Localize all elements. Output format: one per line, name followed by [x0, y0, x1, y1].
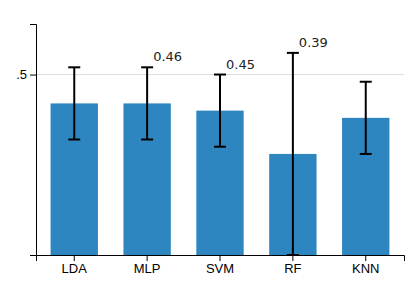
annotations: 0.46 0.45 0.39: [153, 35, 328, 72]
error-bar-cap: [287, 52, 299, 54]
error-bar-cap: [360, 153, 372, 155]
x-tick: SVM: [206, 255, 234, 276]
grid-line: [36, 74, 404, 75]
y-tick-label: .5: [16, 67, 27, 82]
plot: .5 LDA MLP SVM RF KNN 0.46 0.45 0.39: [16, 25, 404, 277]
chart: .5 LDA MLP SVM RF KNN 0.46 0.45 0.39: [0, 0, 420, 285]
y-axis-line: [30, 25, 37, 256]
error-bar: [360, 82, 372, 154]
error-bar-cap: [360, 81, 372, 83]
error-bar-cap: [141, 66, 153, 68]
x-tick-label: RF: [284, 261, 301, 276]
x-tick: KNN: [352, 255, 379, 276]
y-tick: .5: [16, 67, 36, 82]
x-tick-label: KNN: [352, 261, 379, 276]
x-axis-line: [37, 256, 405, 262]
annotation: 0.45: [226, 57, 255, 72]
annotation: 0.46: [153, 49, 182, 64]
x-tick-mark: [292, 255, 293, 261]
x-axis: LDA MLP SVM RF KNN: [37, 255, 405, 276]
x-tick-mark: [74, 255, 75, 261]
error-bar-cap: [214, 74, 226, 76]
error-bar-stem: [219, 75, 221, 147]
error-bar: [68, 67, 80, 139]
x-tick-mark: [147, 255, 148, 261]
error-bar-cap: [68, 139, 80, 141]
error-bar-cap: [141, 139, 153, 141]
error-bar: [214, 75, 226, 147]
error-bar-stem: [73, 67, 75, 139]
x-tick: MLP: [134, 255, 161, 276]
error-bar-stem: [365, 82, 367, 154]
x-tick-mark: [220, 255, 221, 261]
marks: [51, 53, 390, 255]
error-bar: [287, 53, 299, 255]
annotation: 0.39: [299, 35, 328, 50]
y-tick-mark: [30, 75, 36, 76]
x-tick: RF: [284, 255, 301, 276]
error-bar-cap: [68, 66, 80, 68]
x-tick-label: MLP: [134, 261, 161, 276]
y-axis: .5: [16, 25, 36, 256]
error-bar-stem: [146, 67, 148, 139]
error-bar: [141, 67, 153, 139]
error-bar-stem: [292, 53, 294, 255]
grid: [36, 74, 404, 75]
x-tick-label: SVM: [206, 261, 234, 276]
x-tick-mark: [365, 255, 366, 261]
error-bar-cap: [287, 254, 299, 255]
x-tick-label: LDA: [62, 261, 88, 276]
x-tick: LDA: [62, 255, 88, 276]
error-bar-cap: [214, 146, 226, 148]
